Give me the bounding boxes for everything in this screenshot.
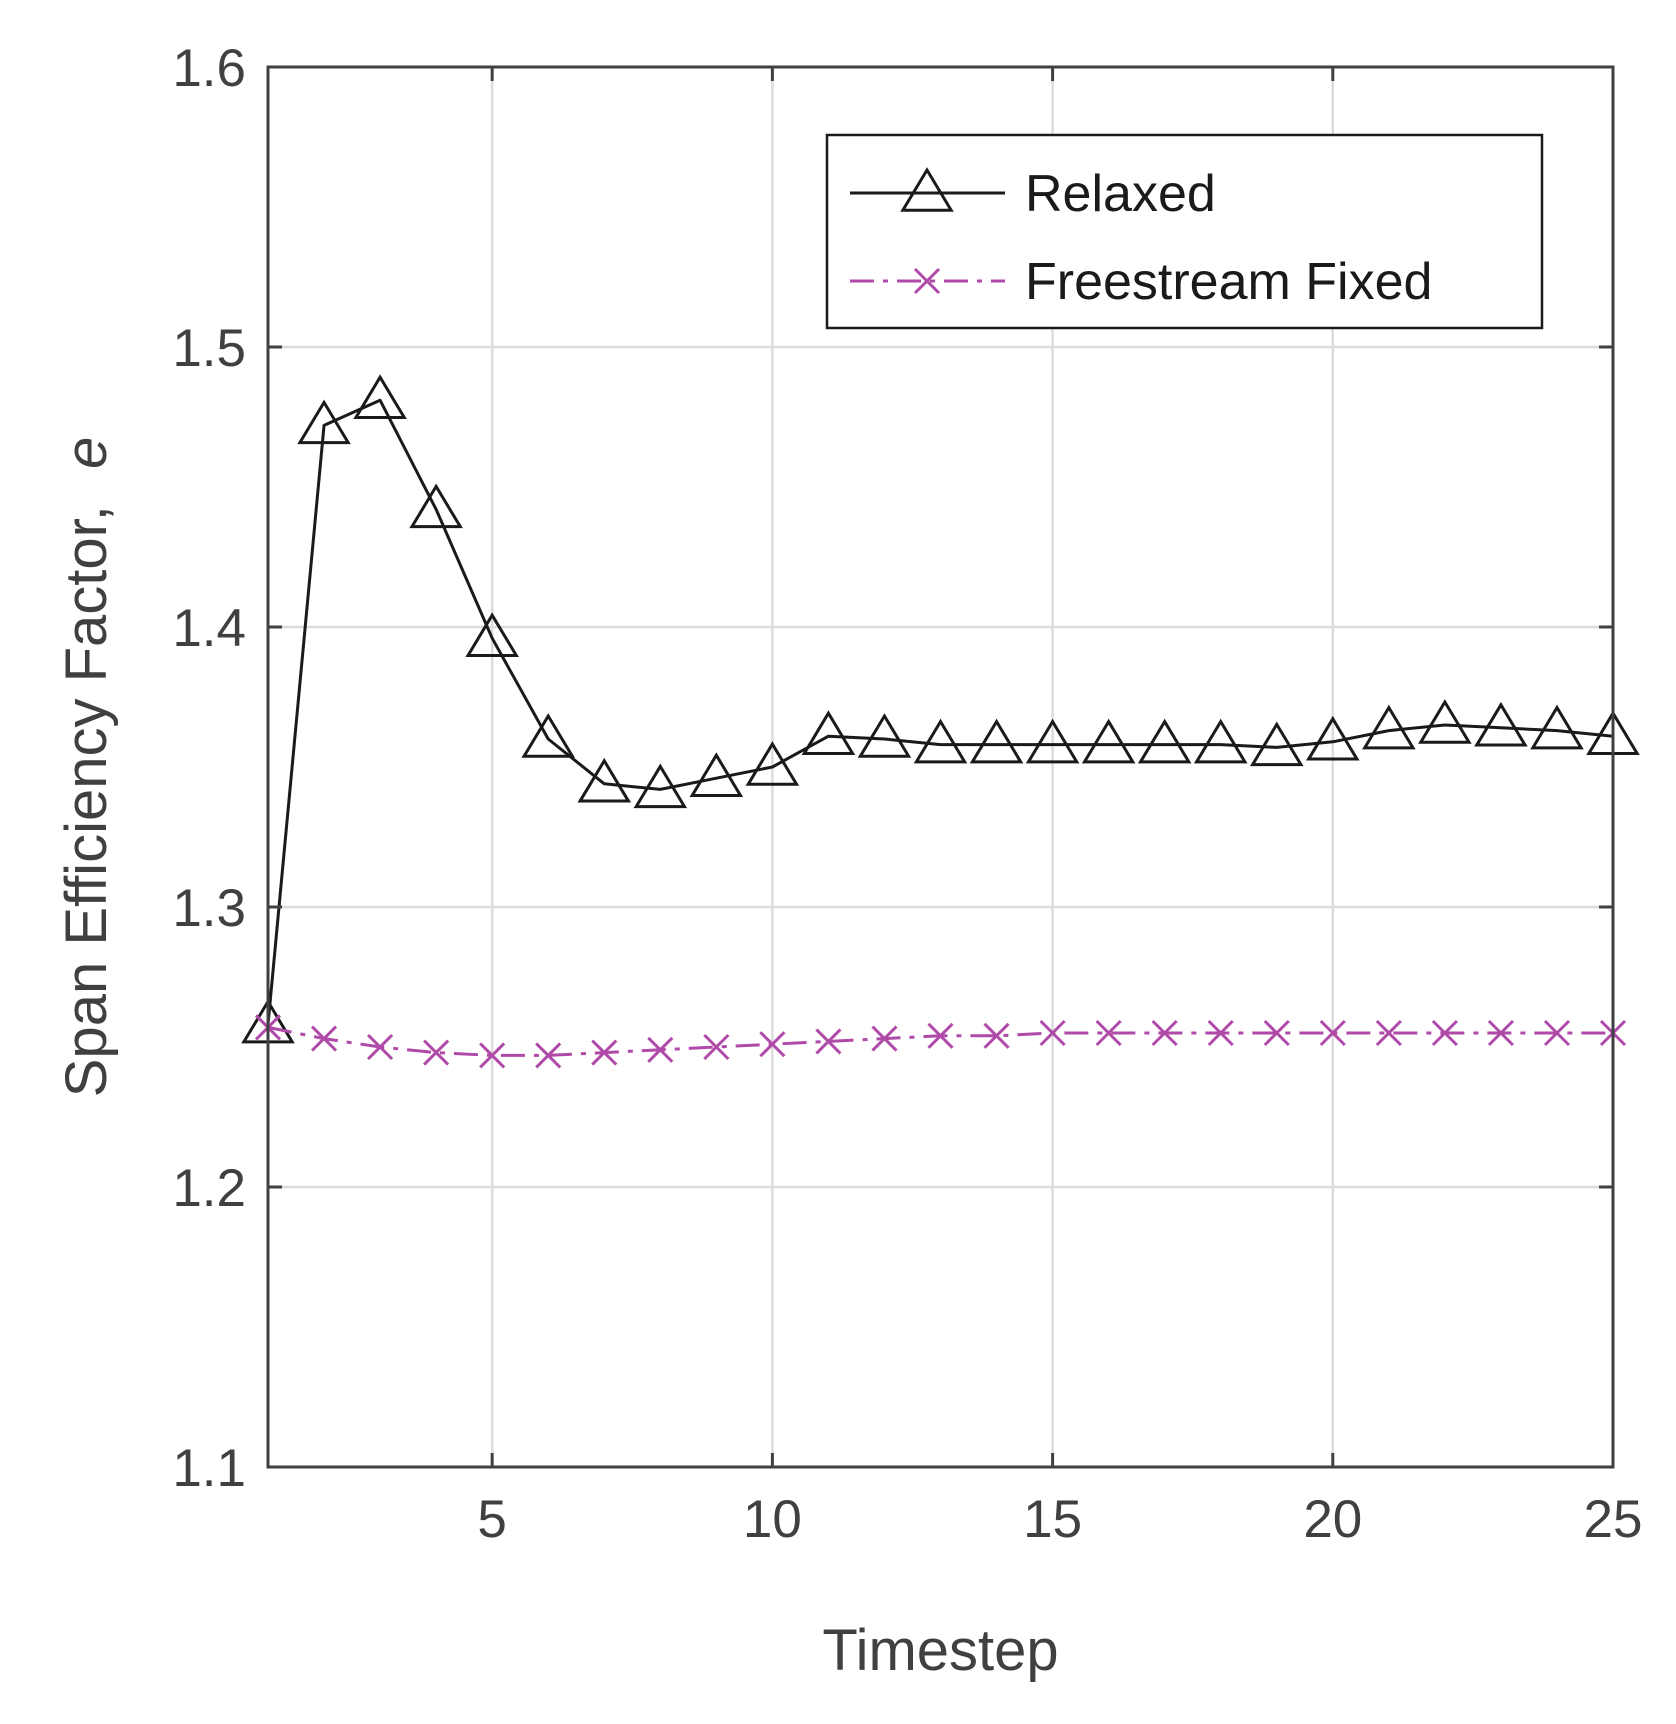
x-tick-label: 5 [477, 1490, 506, 1549]
freestream-marker-stroke [983, 1022, 1010, 1049]
relaxed-marker [1362, 704, 1416, 750]
freestream-marker-stroke [913, 267, 941, 295]
freestream-marker-stroke [1431, 1019, 1458, 1047]
freestream-marker [647, 1036, 674, 1063]
x-axis-label: Timestep [822, 1618, 1058, 1683]
legend-item-relaxed: Relaxed [850, 165, 1216, 223]
legend-box [825, 133, 1544, 330]
relaxed-marker [1249, 721, 1304, 767]
y-tick-label: 1.4 [172, 599, 246, 658]
freestream-marker [310, 1025, 338, 1052]
relaxed-marker [1305, 715, 1360, 761]
freestream-marker [1487, 1019, 1514, 1047]
x-tick-label: 25 [1584, 1490, 1643, 1549]
freestream-marker [1151, 1019, 1178, 1047]
freestream-marker [479, 1042, 506, 1069]
relaxed-marker [465, 612, 519, 657]
plot-frame [266, 65, 1615, 1469]
freestream-marker-stroke [1487, 1019, 1514, 1047]
series-line [266, 398, 1614, 1025]
freestream-marker-stroke [871, 1025, 898, 1052]
y-axis-label-text: Span Efficiency Factor, [54, 505, 119, 1097]
x-tick-label: 20 [1303, 1490, 1362, 1549]
relaxed-marker [801, 710, 856, 755]
freestream-marker [1431, 1019, 1458, 1047]
freestream-marker-stroke [535, 1042, 562, 1069]
relaxed-marker [745, 741, 800, 786]
freestream-marker-stroke [647, 1036, 674, 1063]
freestream-marker [1207, 1019, 1234, 1047]
freestream-marker-stroke [1151, 1019, 1178, 1047]
y-tick-label: 1.5 [172, 319, 246, 378]
relaxed-marker [1418, 699, 1472, 744]
x-tick-label: 15 [1023, 1490, 1082, 1549]
relaxed-marker [297, 399, 351, 445]
relaxed-marker [969, 718, 1024, 764]
freestream-marker [1095, 1019, 1122, 1047]
freestream-marker [927, 1022, 954, 1049]
relaxed-marker [409, 483, 463, 529]
legend-label: Freestream Fixed [1025, 253, 1432, 311]
freestream-marker [703, 1033, 730, 1061]
relaxed-marker [913, 718, 968, 764]
freestream-marker [913, 267, 941, 295]
freestream-marker [1375, 1019, 1402, 1047]
relaxed-marker [1474, 701, 1528, 747]
relaxed-marker [1137, 718, 1192, 764]
relaxed-marker [353, 374, 407, 419]
freestream-marker [983, 1022, 1010, 1049]
freestream-marker [1039, 1019, 1066, 1047]
axis-ticks: 5 10 15 20 25 1.1 1.2 1.3 1.4 1.5 1.6 [172, 39, 1642, 1549]
legend: Relaxed Freestream Fixed [825, 133, 1544, 330]
freestream-marker-stroke [479, 1042, 506, 1069]
freestream-marker [871, 1025, 898, 1052]
freestream-marker-stroke [759, 1031, 786, 1058]
freestream-marker-stroke [423, 1039, 450, 1066]
y-tick-label: 1.1 [172, 1439, 246, 1498]
relaxed-marker [1193, 718, 1248, 764]
relaxed-marker [633, 763, 688, 809]
y-axis-label: Span Efficiency Factor, e [54, 437, 119, 1098]
freestream-marker-stroke [591, 1039, 618, 1066]
freestream-marker-stroke [815, 1028, 842, 1055]
y-tick-label: 1.3 [172, 879, 246, 938]
relaxed-marker [689, 752, 744, 797]
relaxed-marker [857, 713, 912, 758]
freestream-marker-stroke [1207, 1019, 1234, 1047]
legend-label: Relaxed [1025, 165, 1216, 223]
relaxed-marker [900, 167, 954, 212]
freestream-marker [1263, 1019, 1290, 1047]
relaxed-marker [1081, 718, 1136, 764]
freestream-marker [815, 1028, 842, 1055]
relaxed-marker [577, 757, 632, 803]
freestream-marker [535, 1042, 562, 1069]
freestream-marker [423, 1039, 450, 1066]
freestream-marker [367, 1033, 394, 1061]
freestream-marker [759, 1031, 786, 1058]
relaxed-marker [1530, 704, 1584, 750]
freestream-marker-stroke [927, 1022, 954, 1049]
freestream-marker [591, 1039, 618, 1066]
y-tick-label: 1.2 [172, 1159, 246, 1218]
relaxed-marker [1025, 718, 1080, 764]
freestream-marker [1543, 1019, 1571, 1047]
relaxed-marker [521, 713, 576, 758]
freestream-marker-stroke [1039, 1019, 1066, 1047]
freestream-marker-stroke [1319, 1019, 1346, 1047]
freestream-marker [1319, 1019, 1346, 1047]
freestream-marker-stroke [1543, 1019, 1571, 1047]
freestream-marker-stroke [1263, 1019, 1290, 1047]
freestream-marker-stroke [310, 1025, 338, 1052]
freestream-marker-stroke [1375, 1019, 1402, 1047]
freestream-marker-stroke [1095, 1019, 1122, 1047]
freestream-marker-stroke [703, 1033, 730, 1061]
x-tick-label: 10 [743, 1490, 802, 1549]
freestream-marker-stroke [367, 1033, 394, 1061]
legend-item-freestream-fixed: Freestream Fixed [850, 253, 1432, 311]
y-axis-label-symbol: e [54, 437, 119, 469]
y-tick-label: 1.6 [172, 39, 246, 98]
